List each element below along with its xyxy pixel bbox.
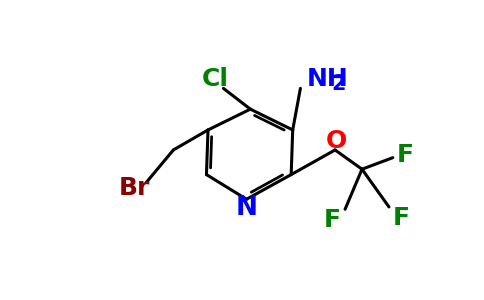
Text: F: F bbox=[324, 208, 341, 232]
Text: 2: 2 bbox=[331, 74, 346, 94]
Text: F: F bbox=[396, 142, 414, 167]
Text: N: N bbox=[236, 196, 257, 221]
Text: O: O bbox=[326, 129, 347, 153]
Text: Br: Br bbox=[119, 176, 150, 200]
Text: Cl: Cl bbox=[202, 67, 229, 91]
Text: F: F bbox=[393, 206, 410, 230]
Text: NH: NH bbox=[306, 67, 348, 91]
